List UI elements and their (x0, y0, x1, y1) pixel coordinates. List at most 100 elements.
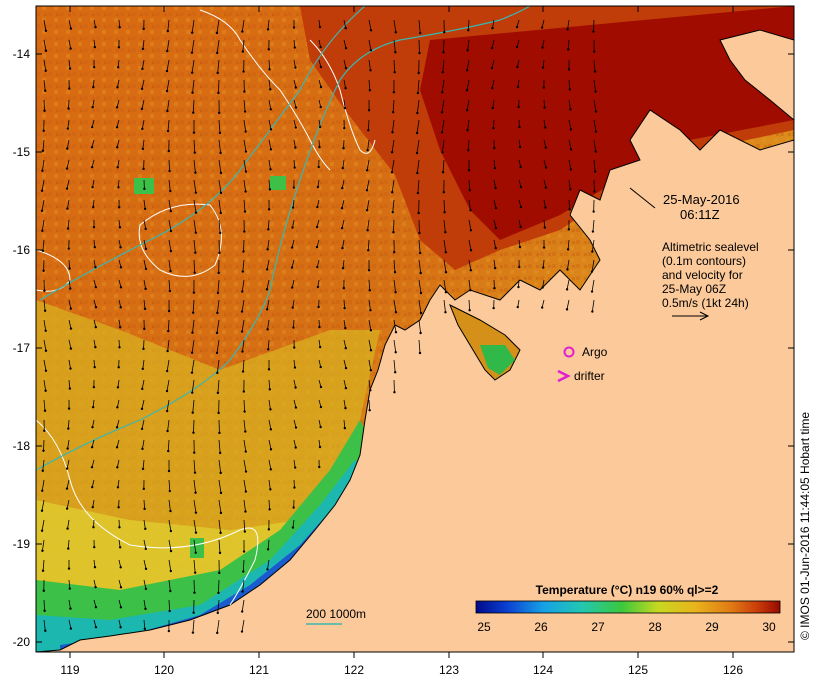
velocity-vector-head (218, 431, 221, 435)
velocity-vector (266, 259, 270, 270)
velocity-vector (66, 159, 70, 169)
velocity-vector (93, 579, 96, 588)
velocity-vector-head (493, 266, 497, 270)
velocity-vector (492, 99, 495, 109)
velocity-vector-head (394, 291, 397, 294)
velocity-vector (143, 579, 147, 589)
velocity-vector (466, 79, 470, 91)
green-patch (190, 538, 204, 558)
velocity-vector (318, 39, 321, 48)
velocity-vector (442, 59, 445, 73)
velocity-vector-head (365, 209, 369, 212)
velocity-vector (417, 179, 420, 194)
velocity-vector-head (268, 188, 272, 191)
velocity-vector (268, 459, 272, 470)
velocity-vector (218, 499, 222, 513)
velocity-vector-head (293, 486, 296, 489)
velocity-vector-head (343, 126, 346, 130)
velocity-vector-head (144, 587, 148, 591)
velocity-vector (318, 59, 322, 68)
velocity-vector (217, 379, 220, 393)
velocity-vector (268, 79, 271, 90)
velocity-vector (41, 479, 45, 491)
velocity-vector-head (93, 365, 96, 369)
velocity-vector-head (243, 230, 246, 233)
velocity-vector (318, 359, 322, 368)
velocity-vector-head (567, 68, 571, 71)
velocity-vector (293, 159, 296, 168)
velocity-vector (217, 59, 220, 73)
velocity-vector (68, 59, 71, 69)
velocity-vector-head (393, 251, 396, 254)
velocity-vector (493, 159, 496, 169)
velocity-vector-head (244, 150, 248, 153)
isobath-line (39, 6, 366, 301)
velocity-vector-head (66, 527, 69, 530)
velocity-vector (392, 119, 395, 133)
velocity-vector-head (219, 191, 223, 195)
velocity-vector (116, 139, 120, 148)
velocity-vector-head (344, 46, 348, 50)
velocity-vector-head (268, 508, 271, 511)
altimetry-legend: Altimetric sealevel (0.1m contours) and … (662, 240, 759, 321)
velocity-vector-head (141, 387, 144, 391)
velocity-vector-head (369, 49, 373, 52)
velocity-vector (518, 219, 521, 228)
velocity-vector (293, 319, 295, 328)
velocity-vector-head (318, 345, 322, 349)
velocity-vector-head (140, 407, 144, 411)
velocity-vector-head (216, 611, 219, 615)
colorbar-label: 28 (648, 620, 662, 634)
velocity-vector-head (266, 28, 270, 31)
velocity-vector (241, 19, 245, 32)
velocity-vector-head (267, 208, 271, 211)
velocity-vector (143, 599, 146, 609)
velocity-vector-head (342, 286, 346, 290)
velocity-vector (142, 39, 145, 49)
velocity-vector (218, 219, 221, 233)
velocity-vector-head (166, 349, 169, 353)
velocity-vector-head (116, 66, 120, 69)
velocity-vector (593, 119, 597, 132)
velocity-vector (217, 599, 220, 613)
velocity-vector-head (143, 507, 146, 511)
velocity-vector (117, 159, 120, 168)
velocity-vector (468, 179, 471, 191)
velocity-vector (343, 99, 346, 109)
velocity-vector (41, 179, 45, 191)
velocity-vector-head (217, 91, 220, 95)
velocity-vector-head (191, 411, 194, 414)
velocity-vector-head (94, 605, 98, 609)
velocity-vector-head (66, 227, 70, 230)
velocity-vector-head (291, 526, 295, 529)
velocity-vector-head (243, 110, 247, 113)
velocity-vector (318, 79, 322, 88)
velocity-vector-head (541, 66, 545, 69)
velocity-vector-head (166, 29, 170, 33)
velocity-vector-head (117, 366, 120, 369)
velocity-vector (442, 139, 445, 153)
velocity-vector (443, 199, 446, 213)
velocity-vector (443, 219, 446, 233)
velocity-vector-head (41, 169, 44, 172)
velocity-vector-head (69, 367, 72, 370)
velocity-vector-head (293, 346, 296, 349)
velocity-vector-head (394, 351, 397, 354)
velocity-vector (43, 39, 47, 51)
velocity-vector (468, 299, 471, 311)
velocity-vector (168, 159, 170, 172)
map-plot-area (36, 6, 794, 652)
velocity-vector (118, 599, 122, 608)
velocity-vector (368, 39, 372, 51)
velocity-vector-head (343, 106, 347, 110)
land-mass (36, 109, 794, 652)
velocity-vector-head (118, 26, 121, 29)
velocity-vector-head (394, 331, 398, 334)
velocity-vector-head (267, 348, 270, 351)
velocity-vector (316, 199, 320, 208)
velocity-vector-head (91, 425, 94, 429)
velocity-vector-head (519, 165, 522, 169)
velocity-vector-head (193, 571, 197, 574)
velocity-vector-head (565, 288, 569, 291)
velocity-vector (117, 59, 120, 68)
